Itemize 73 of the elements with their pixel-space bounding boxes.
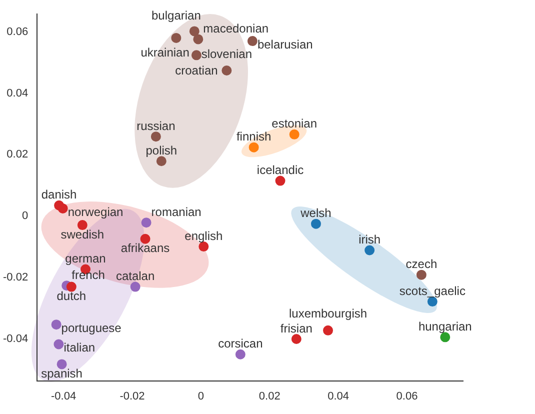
point <box>222 66 232 76</box>
x-tick-label: 0.02 <box>258 390 280 402</box>
data-label: welsh <box>300 206 332 220</box>
data-label: swedish <box>60 227 104 242</box>
data-label: corsican <box>218 336 263 351</box>
data-label: catalan <box>116 269 155 284</box>
y-tick-label: 0.04 <box>6 87 28 100</box>
y-tick-label: 0.02 <box>6 148 28 161</box>
data-label: slovenian <box>201 46 252 61</box>
point <box>56 359 67 370</box>
data-label: hungarian <box>418 319 472 334</box>
x-tick-label: 0.06 <box>396 390 418 402</box>
data-label: english <box>184 228 223 243</box>
point <box>275 176 286 186</box>
point <box>141 218 152 228</box>
data-label: estonian <box>272 116 318 131</box>
data-label: belarusian <box>257 37 313 52</box>
point <box>51 320 62 330</box>
y-tick-label: -0.02 <box>2 272 28 284</box>
point <box>140 234 150 244</box>
data-label: bulgarian <box>152 8 201 22</box>
data-label: scots_gaelic <box>399 284 466 298</box>
data-label: afrikaans <box>120 241 170 256</box>
data-label: portuguese <box>61 320 122 335</box>
data-label: finnish <box>236 130 272 144</box>
point <box>171 32 182 43</box>
data-label: luxembourgish <box>288 306 368 321</box>
data-label: russian <box>136 118 176 133</box>
y-tick-label: 0 <box>22 210 28 222</box>
point <box>77 220 88 230</box>
point <box>198 242 209 252</box>
point <box>156 156 166 166</box>
point <box>191 50 202 60</box>
y-tick-label: -0.04 <box>2 333 28 346</box>
data-label: croatian <box>175 63 218 78</box>
point <box>440 332 450 342</box>
point <box>130 282 140 292</box>
data-label: french <box>72 268 105 282</box>
data-label: polish <box>146 143 178 158</box>
data-label: danish <box>41 188 77 202</box>
data-label: macedonian <box>203 22 269 36</box>
point <box>235 349 246 360</box>
x-tick-label: 0.04 <box>328 390 350 402</box>
data-label: irish <box>358 232 381 247</box>
data-label: german <box>65 252 106 266</box>
data-label: norwegian <box>68 204 124 219</box>
point <box>248 142 259 152</box>
point <box>58 203 68 214</box>
point <box>323 325 334 336</box>
data-label: ukrainian <box>140 46 190 60</box>
point <box>310 218 321 229</box>
point <box>289 129 300 140</box>
data-label: dutch <box>56 289 86 304</box>
data-label: italian <box>64 340 96 355</box>
point <box>193 34 204 44</box>
data-label: czech <box>406 257 438 272</box>
point <box>416 270 426 280</box>
point <box>291 334 302 344</box>
data-label: frisian <box>280 321 312 336</box>
point <box>189 26 200 36</box>
point <box>150 132 161 142</box>
x-tick-label: -0.02 <box>120 390 145 402</box>
data-label: romanian <box>151 204 202 219</box>
point <box>247 36 258 46</box>
point <box>364 245 375 256</box>
x-tick-label: 0 <box>198 390 204 402</box>
data-label: icelandic <box>256 163 304 178</box>
point <box>54 339 64 350</box>
y-tick-label: 0.06 <box>6 26 28 38</box>
data-label: spanish <box>41 366 82 381</box>
x-tick-label: -0.04 <box>50 390 76 402</box>
point <box>427 296 438 307</box>
point <box>66 282 76 292</box>
